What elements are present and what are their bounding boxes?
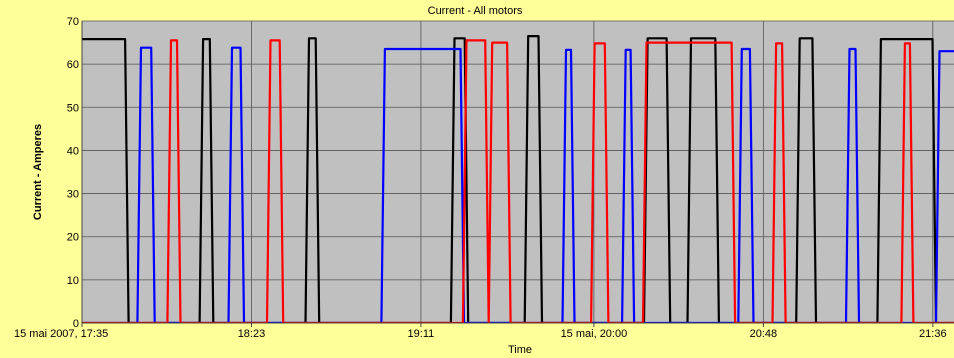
- series-line-1: [82, 35, 954, 323]
- x-tick-label: 20:48: [750, 328, 778, 340]
- x-tick-label: 15 mai, 20:00: [561, 328, 628, 340]
- y-tick-label: 30: [67, 189, 79, 201]
- y-tick-label: 60: [67, 59, 79, 71]
- series-lines: [82, 35, 954, 323]
- x-tick-label: 15 mai 2007, 17:35: [14, 328, 108, 340]
- y-axis-label: Current - Amperes: [32, 124, 44, 220]
- x-tick-label: 18:23: [238, 328, 266, 340]
- x-tick-labels: 15 mai 2007, 17:35 18:23 19:11 15 mai, 20:0…: [14, 323, 947, 340]
- y-tick-label: 70: [67, 16, 79, 28]
- y-tick-label: 20: [67, 232, 79, 244]
- axes: [81, 21, 954, 324]
- y-tick-label: 50: [67, 102, 79, 114]
- x-tick-label: 19:11: [408, 328, 435, 340]
- y-tick-labels: 0 10 20 30 40 50 60 70: [67, 16, 79, 330]
- y-tick-label: 10: [67, 275, 79, 287]
- y-tick-label: 0: [73, 318, 79, 330]
- series-line-2: [82, 46, 954, 323]
- plot-area: [82, 21, 954, 323]
- series-line-3: [82, 39, 954, 323]
- y-tick-label: 40: [67, 145, 79, 157]
- x-axis-label: Time: [508, 344, 532, 356]
- x-tick-label: 21:36: [919, 328, 947, 340]
- chart-title: Current - All motors: [428, 5, 523, 17]
